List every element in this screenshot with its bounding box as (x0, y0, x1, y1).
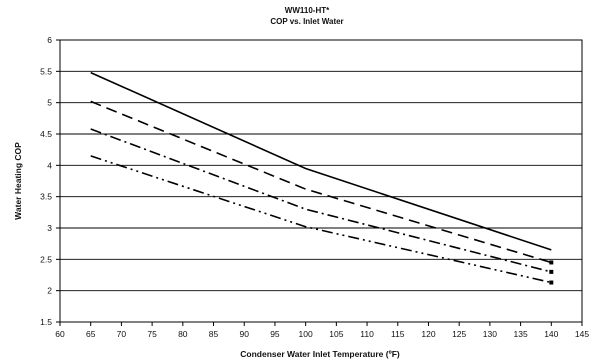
x-axis-label: Condenser Water Inlet Temperature (ºF) (240, 349, 400, 359)
x-tick-label: 85 (209, 329, 219, 339)
y-tick-label: 1.5 (40, 317, 52, 327)
x-tick-label: 95 (270, 329, 280, 339)
y-tick-label: 2.5 (40, 254, 52, 264)
y-tick-label: 6 (47, 35, 52, 45)
y-axis-label: Water Heating COP (13, 142, 23, 220)
x-tick-label: 145 (575, 329, 589, 339)
x-tick-label: 125 (452, 329, 466, 339)
grid (60, 39, 582, 323)
x-tick-label: 105 (329, 329, 343, 339)
x-tick-label: 70 (117, 329, 127, 339)
series-line-1 (90, 71, 552, 251)
series-end-marker (549, 280, 554, 285)
series-end-marker (549, 260, 554, 265)
y-tick-label: 5 (47, 98, 52, 108)
series-line-2 (90, 100, 552, 264)
x-tick-label: 140 (544, 329, 558, 339)
series-line-3 (90, 128, 552, 273)
x-tick-label: 65 (86, 329, 96, 339)
x-tick-label: 120 (421, 329, 435, 339)
y-tick-label: 2 (47, 286, 52, 296)
y-tick-label: 3.5 (40, 192, 52, 202)
y-axis-ticks: 1.5 2 2.5 3 3.5 4 4.5 5 5.5 6 (40, 35, 60, 327)
series-line-4 (90, 155, 552, 284)
y-tick-label: 3 (47, 223, 52, 233)
x-tick-label: 100 (299, 329, 313, 339)
chart-subtitle: COP vs. Inlet Water (270, 17, 343, 26)
y-tick-label: 4 (47, 160, 52, 170)
x-tick-label: 60 (55, 329, 65, 339)
x-tick-label: 115 (391, 329, 405, 339)
plot-area (59, 39, 583, 323)
series-end-marker (549, 269, 554, 274)
x-tick-label: 80 (178, 329, 188, 339)
chart-title: WW110-HT* (285, 6, 330, 15)
x-tick-label: 130 (483, 329, 497, 339)
y-tick-label: 4.5 (40, 129, 52, 139)
x-tick-label: 110 (360, 329, 374, 339)
x-tick-label: 90 (240, 329, 250, 339)
x-axis-ticks: 60 65 70 75 80 85 90 95 100 105 110 115 120 125 130 135… (55, 322, 589, 339)
series-lines (90, 71, 554, 285)
y-tick-label: 5.5 (40, 66, 52, 76)
x-tick-label: 75 (147, 329, 157, 339)
x-tick-label: 135 (513, 329, 527, 339)
